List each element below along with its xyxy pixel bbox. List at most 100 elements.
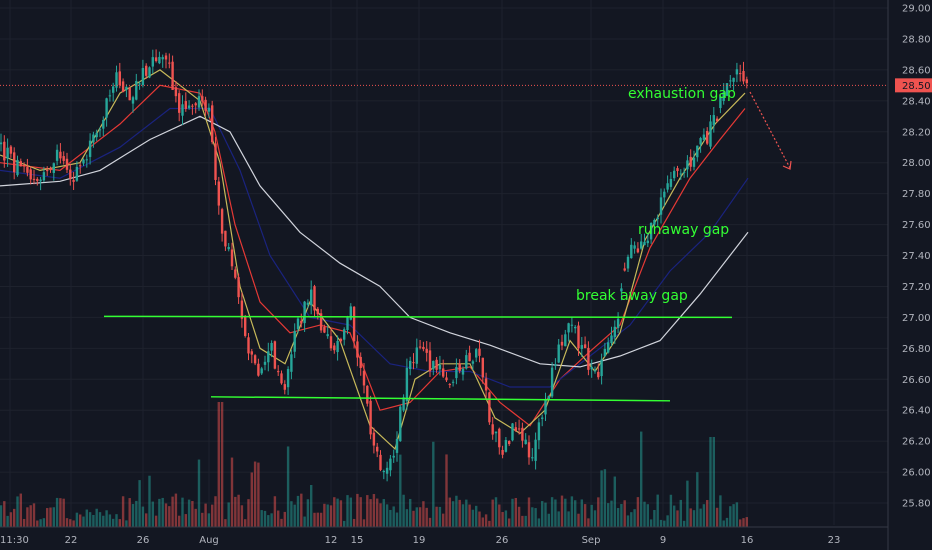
candle-body[interactable]	[475, 349, 478, 358]
candle-body[interactable]	[574, 326, 577, 329]
candle-body[interactable]	[88, 140, 92, 157]
candle-body[interactable]	[326, 334, 329, 337]
candle-body[interactable]	[514, 427, 517, 431]
candle-body[interactable]	[382, 470, 385, 473]
candle-body[interactable]	[49, 167, 52, 171]
candle-body[interactable]	[610, 335, 613, 344]
candle-body[interactable]	[666, 183, 669, 190]
candle-body[interactable]	[491, 424, 494, 435]
candle-body[interactable]	[85, 159, 88, 161]
candle-body[interactable]	[636, 248, 640, 253]
candle-body[interactable]	[187, 105, 191, 109]
candle-body[interactable]	[395, 438, 399, 453]
candle-body[interactable]	[488, 392, 491, 423]
candle-body[interactable]	[719, 96, 722, 109]
candle-body[interactable]	[580, 345, 583, 349]
candle-body[interactable]	[676, 168, 679, 172]
candle-body[interactable]	[323, 327, 326, 333]
resistance-line[interactable]	[103, 315, 733, 319]
support-line[interactable]	[210, 396, 671, 402]
candle-body[interactable]	[673, 170, 676, 179]
candle-body[interactable]	[547, 395, 550, 399]
candle-body[interactable]	[36, 178, 39, 181]
candle-body[interactable]	[128, 87, 131, 101]
candle-body[interactable]	[201, 96, 204, 102]
candle-body[interactable]	[600, 359, 603, 377]
candle-body[interactable]	[13, 152, 16, 173]
annotation-label[interactable]: break away gap	[576, 288, 688, 304]
candle-body[interactable]	[333, 345, 336, 351]
candle-body[interactable]	[385, 467, 389, 474]
candle-body[interactable]	[649, 222, 653, 240]
candle-body[interactable]	[118, 71, 121, 86]
candle-body[interactable]	[702, 134, 706, 140]
candle-body[interactable]	[643, 241, 646, 246]
candle-body[interactable]	[455, 366, 458, 379]
candle-body[interactable]	[19, 161, 22, 167]
candle-body[interactable]	[164, 55, 168, 60]
candle-body[interactable]	[686, 160, 689, 170]
candle-body[interactable]	[501, 449, 504, 455]
candle-body[interactable]	[148, 67, 151, 78]
candle-body[interactable]	[72, 179, 75, 182]
candle-body[interactable]	[227, 247, 230, 250]
candle-body[interactable]	[303, 301, 306, 324]
candle-body[interactable]	[3, 141, 6, 161]
candle-body[interactable]	[55, 149, 59, 161]
candle-body[interactable]	[412, 362, 415, 364]
candle-body[interactable]	[108, 95, 112, 97]
drawing-layer[interactable]	[0, 84, 888, 402]
candle-body[interactable]	[511, 423, 514, 441]
candle-body[interactable]	[626, 256, 630, 269]
candle-body[interactable]	[498, 428, 501, 448]
candle-body[interactable]	[689, 156, 692, 167]
candle-body[interactable]	[98, 129, 102, 131]
candle-body[interactable]	[105, 98, 108, 118]
candle-body[interactable]	[504, 440, 508, 452]
candle-body[interactable]	[508, 440, 511, 445]
candle-body[interactable]	[6, 147, 9, 159]
candle-body[interactable]	[220, 209, 224, 234]
candle-body[interactable]	[237, 277, 240, 298]
candle-body[interactable]	[270, 343, 273, 351]
candle-body[interactable]	[62, 156, 65, 161]
candle-body[interactable]	[65, 158, 69, 170]
candle-body[interactable]	[613, 326, 616, 338]
candle-body[interactable]	[263, 361, 267, 365]
candle-body[interactable]	[415, 347, 418, 364]
candle-body[interactable]	[577, 325, 580, 349]
candle-body[interactable]	[534, 439, 537, 461]
candle-body[interactable]	[257, 363, 260, 376]
candle-body[interactable]	[112, 86, 115, 93]
candle-body[interactable]	[69, 169, 72, 179]
candle-body[interactable]	[372, 432, 376, 446]
candle-body[interactable]	[121, 81, 125, 93]
candle-body[interactable]	[646, 240, 649, 244]
candle-body[interactable]	[194, 103, 197, 106]
candle-body[interactable]	[230, 249, 234, 267]
candle-body[interactable]	[465, 355, 468, 369]
candle-body[interactable]	[352, 306, 356, 342]
candle-body[interactable]	[392, 455, 395, 458]
candle-body[interactable]	[240, 300, 244, 319]
candle-body[interactable]	[494, 431, 498, 434]
candle-body[interactable]	[16, 159, 19, 176]
candle-body[interactable]	[362, 370, 366, 386]
candle-body[interactable]	[293, 331, 296, 352]
candle-body[interactable]	[366, 385, 369, 404]
candle-body[interactable]	[706, 130, 709, 144]
candle-body[interactable]	[379, 454, 382, 470]
candle-body[interactable]	[544, 399, 547, 415]
candle-body[interactable]	[709, 121, 712, 147]
candle-body[interactable]	[696, 145, 699, 158]
candle-body[interactable]	[9, 146, 13, 154]
candle-body[interactable]	[115, 72, 118, 88]
candle-body[interactable]	[296, 318, 300, 330]
candle-body[interactable]	[145, 65, 148, 76]
candle-body[interactable]	[607, 342, 610, 353]
candle-body[interactable]	[141, 68, 145, 86]
candle-body[interactable]	[178, 93, 181, 113]
candle-body[interactable]	[131, 97, 135, 104]
candle-body[interactable]	[313, 286, 316, 311]
